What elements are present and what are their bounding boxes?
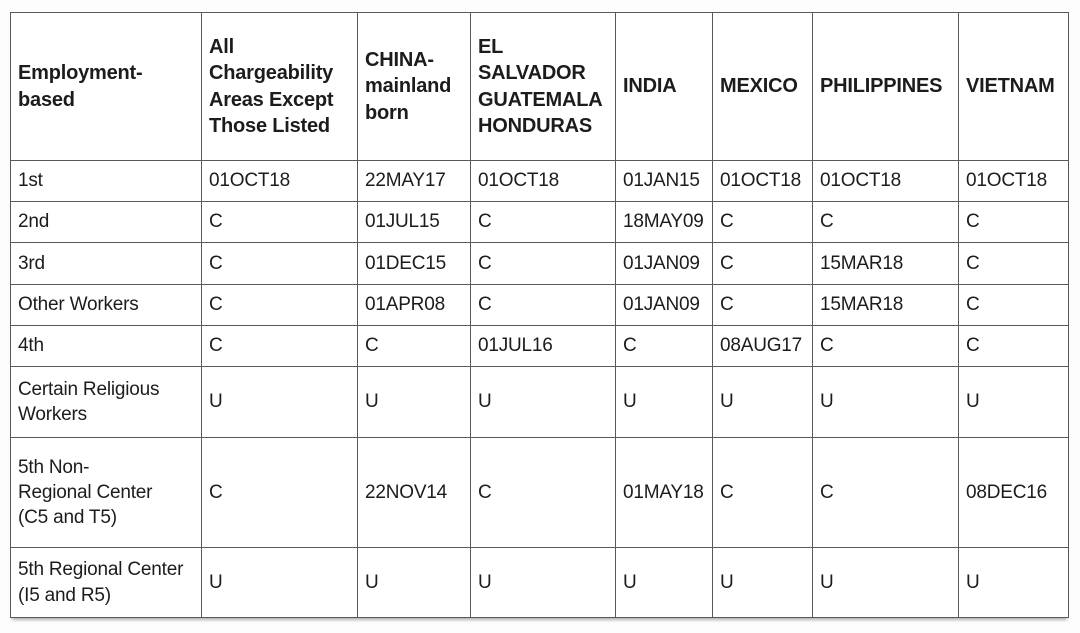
table-cell: C [712, 242, 813, 285]
column-header: EL SALVADOR GUATEMALA HONDURAS [470, 12, 616, 161]
table-cell: C [470, 284, 616, 326]
table-cell: 01OCT18 [812, 160, 959, 202]
table-cell: U [357, 547, 471, 618]
table-row: Other Workers C 01APR08 C 01JAN09 C 15MAR18 C [10, 284, 1069, 326]
table-row: 5th Non- Regional Center (C5 and T5) C 22N… [10, 437, 1069, 548]
table-cell: U [357, 366, 471, 438]
row-label: 1st [10, 160, 202, 202]
table-cell: U [615, 547, 713, 618]
table-cell: 01OCT18 [470, 160, 616, 202]
table-cell: C [812, 325, 959, 367]
table-cell: U [812, 547, 959, 618]
row-label: Other Workers [10, 284, 202, 326]
table-row: 5th Regional Center (I5 and R5) U U U U U U U [10, 547, 1069, 618]
visa-bulletin-table: Employment- based All Chargeability Areas… [10, 12, 1069, 618]
table-cell: U [201, 366, 358, 438]
table-cell: U [712, 366, 813, 438]
table-body: 1st 01OCT18 22MAY17 01OCT18 01JAN15 01OCT18 01… [10, 160, 1069, 618]
column-header: MEXICO [712, 12, 813, 161]
column-header: INDIA [615, 12, 713, 161]
table-cell: 01APR08 [357, 284, 471, 326]
table-cell: 08DEC16 [958, 437, 1069, 548]
row-label: 5th Non- Regional Center (C5 and T5) [10, 437, 202, 548]
table-row: Certain Religious Workers U U U U U U U [10, 366, 1069, 438]
table-cell: C [357, 325, 471, 367]
table-cell: C [470, 437, 616, 548]
table-cell: 01OCT18 [958, 160, 1069, 202]
row-label: 5th Regional Center (I5 and R5) [10, 547, 202, 618]
table-cell: C [201, 201, 358, 243]
row-label: 3rd [10, 242, 202, 285]
table-cell: U [615, 366, 713, 438]
table-cell: 22MAY17 [357, 160, 471, 202]
table-cell: C [958, 242, 1069, 285]
table-cell: C [470, 242, 616, 285]
table-row: 4th C C 01JUL16 C 08AUG17 C C [10, 325, 1069, 367]
table-cell: 01DEC15 [357, 242, 471, 285]
column-header: All Chargeability Areas Except Those Lis… [201, 12, 358, 161]
table-cell: C [958, 284, 1069, 326]
table-cell: 15MAR18 [812, 284, 959, 326]
table-row: 1st 01OCT18 22MAY17 01OCT18 01JAN15 01OCT18 01… [10, 160, 1069, 202]
table-cell: C [958, 201, 1069, 243]
table-cell: 08AUG17 [712, 325, 813, 367]
table-cell: C [201, 242, 358, 285]
column-header: PHILIPPINES [812, 12, 959, 161]
table-cell: U [958, 547, 1069, 618]
table-row: 2nd C 01JUL15 C 18MAY09 C C C [10, 201, 1069, 243]
table-cell: C [201, 437, 358, 548]
table-cell: C [812, 437, 959, 548]
row-label: Certain Religious Workers [10, 366, 202, 438]
table-cell: 01OCT18 [201, 160, 358, 202]
table-cell: C [201, 284, 358, 326]
table-cell: 01JUL15 [357, 201, 471, 243]
row-label: 4th [10, 325, 202, 367]
row-label: 2nd [10, 201, 202, 243]
table-cell: 01MAY18 [615, 437, 713, 548]
table-row: 3rd C 01DEC15 C 01JAN09 C 15MAR18 C [10, 242, 1069, 285]
column-header: VIETNAM [958, 12, 1069, 161]
table-cell: U [958, 366, 1069, 438]
table-cell: C [812, 201, 959, 243]
header-row: Employment- based All Chargeability Areas… [10, 12, 1069, 161]
column-header: Employment- based [10, 12, 202, 161]
table-cell: C [712, 201, 813, 243]
table-cell: 01JAN09 [615, 242, 713, 285]
table-cell: C [958, 325, 1069, 367]
table-cell: 15MAR18 [812, 242, 959, 285]
table-cell: C [712, 284, 813, 326]
column-header: CHINA- mainland born [357, 12, 471, 161]
table-cell: U [470, 366, 616, 438]
table-cell: 01JUL16 [470, 325, 616, 367]
table-cell: 22NOV14 [357, 437, 471, 548]
table-cell: U [470, 547, 616, 618]
table-cell: C [615, 325, 713, 367]
table-cell: 18MAY09 [615, 201, 713, 243]
table-cell: 01OCT18 [712, 160, 813, 202]
table-cell: C [470, 201, 616, 243]
table-cell: 01JAN15 [615, 160, 713, 202]
table-cell: U [201, 547, 358, 618]
table-cell: U [712, 547, 813, 618]
table-cell: C [201, 325, 358, 367]
table-cell: C [712, 437, 813, 548]
table-cell: 01JAN09 [615, 284, 713, 326]
table-cell: U [812, 366, 959, 438]
